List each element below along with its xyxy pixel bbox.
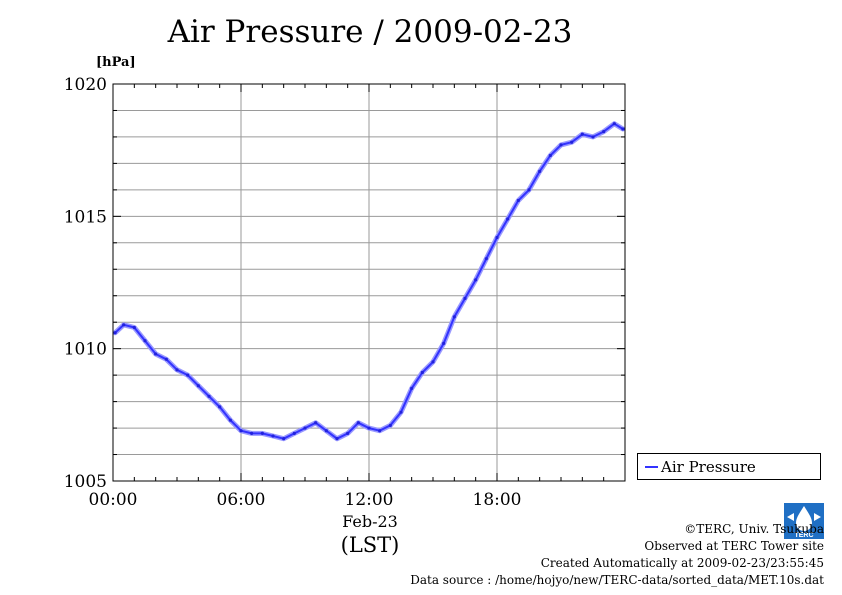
data-point xyxy=(228,418,232,422)
data-point xyxy=(548,153,552,158)
data-point xyxy=(621,127,625,131)
data-point xyxy=(260,431,264,435)
data-point xyxy=(538,169,542,173)
data-point xyxy=(271,434,275,438)
x-axis-date-label: Feb-23 xyxy=(342,512,398,531)
logo-text: TERC xyxy=(794,532,813,539)
x-axis-timezone-label: (LST) xyxy=(340,533,400,557)
data-point xyxy=(335,437,339,441)
data-point xyxy=(602,130,606,134)
data-point xyxy=(367,426,371,430)
x-tick-label: 00:00 xyxy=(89,490,138,510)
data-point xyxy=(314,421,318,425)
data-point xyxy=(527,188,531,192)
data-point xyxy=(282,437,286,441)
data-point xyxy=(186,373,190,377)
y-tick-label: 1015 xyxy=(64,207,107,227)
data-point xyxy=(122,323,126,327)
y-axis-unit-label: [hPa] xyxy=(96,55,136,70)
terc-logo-icon: TERC xyxy=(784,503,824,539)
data-point xyxy=(591,135,595,139)
footer-copyright: ©TERC, Univ. Tsukuba xyxy=(684,522,824,536)
data-point xyxy=(164,357,168,361)
data-point xyxy=(570,140,574,144)
data-point xyxy=(442,341,446,345)
data-point xyxy=(495,235,499,240)
data-point xyxy=(612,122,616,126)
data-point xyxy=(356,421,360,425)
y-tick-label: 1005 xyxy=(64,472,107,492)
data-point xyxy=(388,423,392,428)
data-point xyxy=(346,431,350,435)
data-point xyxy=(303,426,307,430)
legend: Air Pressure xyxy=(637,453,821,480)
y-tick-label: 1020 xyxy=(64,75,107,95)
data-point xyxy=(559,143,563,147)
data-point xyxy=(175,368,179,372)
chart-title: Air Pressure / 2009-02-23 xyxy=(167,14,573,50)
data-point xyxy=(239,429,243,433)
data-point xyxy=(431,360,435,364)
legend-swatch xyxy=(645,466,658,468)
data-point xyxy=(399,410,403,414)
data-point xyxy=(113,331,117,335)
data-point xyxy=(420,370,424,375)
data-point xyxy=(506,217,510,221)
data-point xyxy=(207,394,211,398)
y-tick-label: 1010 xyxy=(64,340,107,360)
legend-label: Air Pressure xyxy=(661,458,756,476)
data-point xyxy=(463,296,467,300)
data-point xyxy=(143,339,147,343)
footer-source: Data source : /home/hojyo/new/TERC-data/… xyxy=(410,573,824,587)
data-point xyxy=(154,352,158,356)
footer-observed: Observed at TERC Tower site xyxy=(644,539,824,553)
data-point xyxy=(484,257,488,261)
data-point xyxy=(292,431,296,435)
data-point xyxy=(580,132,584,136)
data-point xyxy=(250,431,254,435)
footer-created: Created Automatically at 2009-02-23/23:5… xyxy=(540,556,824,570)
data-point xyxy=(516,198,520,203)
data-point xyxy=(474,278,478,282)
x-tick-label: 06:00 xyxy=(217,490,266,510)
data-point xyxy=(196,384,200,388)
data-point xyxy=(218,405,222,409)
data-point xyxy=(378,429,382,433)
data-point xyxy=(324,429,328,433)
data-point xyxy=(132,325,136,330)
x-tick-label: 18:00 xyxy=(473,490,522,510)
data-point xyxy=(410,386,414,390)
x-tick-label: 12:00 xyxy=(345,490,394,510)
data-point xyxy=(452,315,456,319)
